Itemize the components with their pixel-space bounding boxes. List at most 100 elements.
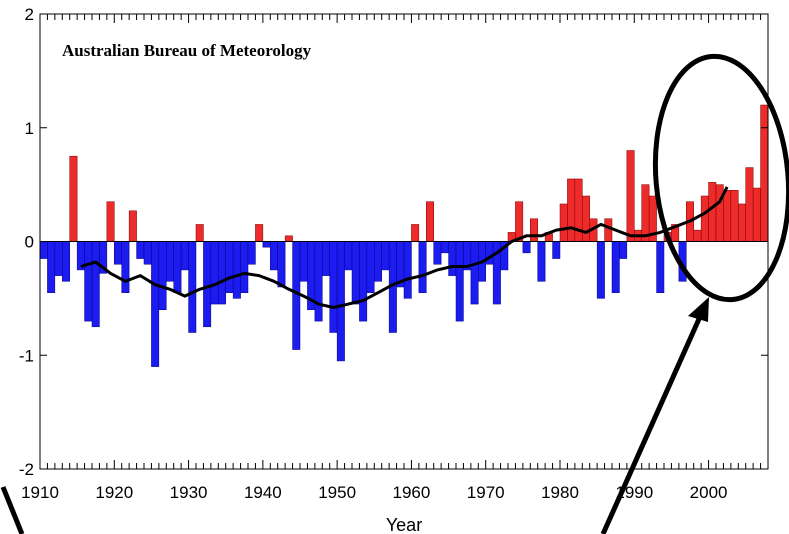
bar-1927	[166, 241, 174, 282]
bar-1934	[218, 241, 226, 305]
bar-1953	[359, 241, 368, 322]
bar-1929	[180, 241, 189, 271]
bar-1919	[106, 201, 115, 242]
bar-1963	[433, 241, 442, 265]
bar-1913	[62, 241, 70, 282]
bar-1949	[329, 241, 338, 333]
bar-1989	[626, 150, 635, 242]
bars-group	[39, 104, 769, 367]
y-tick-label: -2	[19, 460, 34, 479]
annotation-ellipse	[652, 53, 789, 303]
bar-1987	[611, 241, 620, 293]
trend-group	[80, 186, 729, 309]
x-tick-label: 1950	[318, 483, 356, 502]
bar-1985	[596, 241, 605, 299]
x-tick-label: 1960	[393, 483, 431, 502]
bar-1925	[151, 241, 160, 367]
bar-1921	[121, 241, 130, 293]
x-axis-label: Year	[386, 515, 422, 534]
bar-1975	[522, 241, 531, 254]
bar-1928	[173, 241, 182, 293]
bar-1959	[403, 241, 412, 299]
bar-1977	[537, 241, 546, 282]
bar-1942	[277, 241, 286, 288]
bar-1960	[411, 224, 420, 242]
bar-1941	[270, 241, 278, 271]
bar-1947	[314, 241, 323, 322]
bar-1968	[470, 241, 479, 305]
bar-1965	[448, 241, 457, 276]
bar-1999	[700, 195, 709, 242]
bar-1932	[203, 241, 212, 328]
bar-1976	[530, 218, 538, 242]
y-tick-label: -1	[19, 346, 34, 365]
bar-1922	[128, 210, 137, 242]
x-tick-label: 1910	[21, 483, 59, 502]
y-tick-label: 2	[25, 5, 34, 24]
bar-1956	[381, 241, 390, 271]
bar-1920	[114, 241, 122, 265]
x-tick-label: 1940	[244, 483, 282, 502]
bar-2002	[723, 190, 732, 242]
bar-1912	[54, 241, 63, 276]
bar-1955	[374, 241, 382, 282]
x-tick-label: 1980	[541, 483, 579, 502]
x-tick-label: 1970	[467, 483, 505, 502]
trend-line	[80, 186, 729, 309]
bar-1910	[39, 241, 48, 259]
bar-1952	[351, 241, 360, 305]
y-tick-label: 0	[25, 233, 34, 252]
bar-1991	[641, 184, 650, 242]
x-tick-label: 1920	[95, 483, 133, 502]
bar-1943	[284, 235, 293, 242]
bar-1916	[84, 241, 93, 322]
bar-1924	[143, 241, 152, 265]
bar-2006	[752, 187, 761, 242]
annotation-arrow-head	[688, 297, 709, 322]
bar-2000	[708, 182, 717, 242]
bar-1911	[47, 241, 56, 293]
bar-1930	[188, 241, 197, 333]
bar-1933	[210, 241, 219, 305]
bar-1936	[232, 241, 241, 299]
y-tick-label: 1	[25, 119, 34, 138]
bar-1966	[455, 241, 464, 322]
bar-1940	[262, 241, 271, 248]
bar-1951	[344, 241, 353, 271]
bar-1962	[426, 201, 434, 242]
bar-1980	[559, 203, 568, 242]
annotation-group	[0, 53, 789, 534]
bar-1993	[656, 241, 665, 293]
annotation-arrow-shaft	[600, 308, 706, 534]
bar-1926	[158, 241, 167, 310]
bar-1937	[240, 241, 249, 293]
bar-1950	[336, 241, 345, 362]
bar-1986	[604, 218, 613, 242]
bar-1964	[440, 241, 449, 254]
bar-1945	[299, 241, 308, 282]
bar-1917	[91, 241, 100, 328]
bar-1954	[366, 241, 375, 293]
x-tick-label: 1930	[170, 483, 208, 502]
x-tick-label: 2000	[690, 483, 728, 502]
bar-1974	[515, 201, 524, 242]
bar-1961	[418, 241, 427, 293]
bar-1988	[619, 241, 628, 259]
bar-1998	[693, 229, 702, 242]
bar-1931	[195, 224, 204, 242]
bar-1923	[136, 241, 145, 259]
bar-1939	[255, 224, 264, 242]
bar-1983	[582, 195, 590, 242]
bar-1938	[247, 241, 256, 265]
bar-1981	[567, 178, 576, 242]
bar-1948	[322, 241, 330, 276]
bar-1914	[69, 155, 78, 242]
bar-2005	[745, 167, 754, 242]
bar-1970	[485, 241, 494, 265]
bar-2004	[738, 203, 746, 242]
bar-2007	[760, 104, 769, 242]
annotation-stroke-left	[0, 486, 25, 534]
chart-title: Australian Bureau of Meteorology	[62, 41, 312, 60]
